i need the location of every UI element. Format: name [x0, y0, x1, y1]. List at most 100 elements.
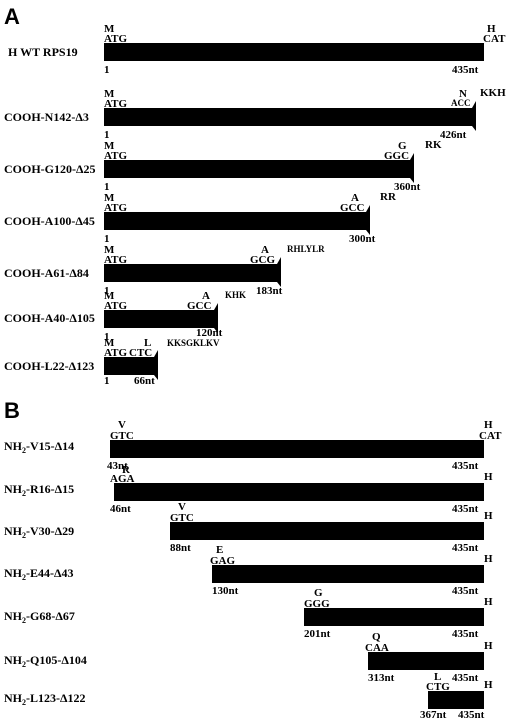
start-codon: GTC: [110, 430, 134, 442]
construct-name: NH2-G68-Δ67: [4, 609, 75, 625]
start-aa: M: [104, 23, 115, 35]
end-aa: A: [202, 290, 210, 302]
start-aa: E: [216, 544, 223, 556]
start-codon: ATG: [104, 347, 127, 359]
start-codon: GTC: [170, 512, 194, 524]
end-position: 435nt: [452, 460, 479, 472]
construct-bar: [104, 357, 154, 375]
start-codon: ATG: [104, 98, 127, 110]
panel-label-a: A: [4, 4, 20, 29]
construct-row-l123: NH2-L123-Δ122 L CTG 367nt H 435nt: [4, 671, 493, 721]
construct-bar: [428, 691, 484, 709]
start-aa: G: [314, 587, 323, 599]
end-codon: ACC: [451, 98, 471, 108]
end-position: 120nt: [196, 327, 223, 339]
start-codon: ATG: [104, 150, 127, 162]
end-aa: G: [398, 140, 407, 152]
end-position: 435nt: [452, 585, 479, 597]
end-aa: N: [459, 88, 467, 100]
construct-name: H WT RPS19: [8, 45, 78, 59]
end-aa: H: [484, 419, 493, 431]
start-aa: M: [104, 244, 115, 256]
start-codon: CAA: [365, 642, 389, 654]
construct-name: NH2-L123-Δ122: [4, 691, 86, 707]
end-position: 300nt: [349, 233, 376, 245]
end-position: 435nt: [458, 709, 485, 721]
end-position: 66nt: [134, 375, 155, 387]
end-position: 360nt: [394, 181, 421, 193]
truncation-marker: [366, 205, 370, 235]
end-position: 435nt: [452, 542, 479, 554]
start-codon: ATG: [104, 300, 127, 312]
start-position: 1: [104, 331, 110, 343]
construct-name: NH2-V15-Δ14: [4, 439, 74, 455]
construct-row-r16: NH2-R16-Δ15 R AGA 46nt H 435nt: [4, 464, 493, 515]
end-aa: H: [484, 553, 493, 565]
start-position: 1: [104, 64, 110, 76]
end-position: 426nt: [440, 129, 467, 141]
start-position: 43nt: [107, 460, 128, 472]
construct-row-q105: NH2-Q105-Δ104 Q CAA 313nt H 435nt: [4, 631, 493, 684]
tail-sequence: RHLYLR: [287, 244, 325, 254]
truncation-marker: [214, 303, 218, 333]
construct-name: COOH-L22-Δ123: [4, 359, 94, 373]
start-aa: R: [122, 464, 131, 476]
start-aa: M: [104, 140, 115, 152]
start-aa: M: [104, 192, 115, 204]
construct-name: COOH-G120-Δ25: [4, 162, 96, 176]
construct-bar: [114, 483, 484, 501]
end-codon: CAT: [479, 430, 502, 442]
construct-row-v30: NH2-V30-Δ29 V GTC 88nt H 435nt: [4, 501, 493, 554]
construct-bar: [368, 652, 484, 670]
truncation-marker: [154, 350, 158, 380]
end-codon: CAT: [483, 33, 506, 45]
start-position: 201nt: [304, 628, 331, 640]
end-aa: H: [487, 23, 496, 35]
end-codon: GGC: [384, 150, 409, 162]
start-codon: ATG: [104, 254, 127, 266]
start-aa: L: [434, 671, 441, 683]
start-codon: ATG: [104, 33, 127, 45]
construct-bar: [104, 310, 214, 328]
start-codon: GAG: [210, 555, 236, 567]
construct-row-l22: COOH-L22-Δ123 M ATG 1 L CTC KKSGKLKV 66n…: [4, 337, 220, 387]
end-aa: H: [484, 679, 493, 691]
construct-name: COOH-A40-Δ105: [4, 311, 95, 325]
construct-bar: [104, 108, 472, 126]
end-position: 435nt: [452, 503, 479, 515]
construct-row-g120: COOH-G120-Δ25 M ATG 1 G GGC RK 360nt: [4, 139, 442, 193]
end-aa: H: [484, 596, 493, 608]
construct-row-a61: COOH-A61-Δ84 M ATG 1 A GCG RHLYLR 183nt: [4, 244, 325, 297]
start-codon: AGA: [110, 473, 135, 485]
start-aa: M: [104, 290, 115, 302]
construct-bar: [104, 160, 410, 178]
end-position: 183nt: [256, 285, 283, 297]
end-position: 435nt: [452, 64, 479, 76]
truncation-marker: [472, 101, 476, 131]
start-position: 1: [104, 129, 110, 141]
end-aa: A: [351, 192, 359, 204]
construct-name: NH2-Q105-Δ104: [4, 653, 87, 669]
end-codon: GCC: [187, 300, 212, 312]
start-position: 313nt: [368, 672, 395, 684]
tail-sequence: KHK: [225, 290, 246, 300]
construct-row-wt: H WT RPS19 M ATG 1 H CAT 435nt: [8, 23, 506, 76]
construct-row-a100: COOH-A100-Δ45 M ATG 1 A GCC RR 300nt: [4, 191, 397, 245]
start-codon: GGG: [304, 598, 330, 610]
start-position: 367nt: [420, 709, 447, 721]
end-aa: H: [484, 510, 493, 522]
end-codon: CTC: [129, 347, 152, 359]
end-codon: GCC: [340, 202, 365, 214]
construct-bar: [104, 264, 277, 282]
end-aa: H: [484, 640, 493, 652]
start-position: 130nt: [212, 585, 239, 597]
start-position: 1: [104, 181, 110, 193]
construct-name: COOH-N142-Δ3: [4, 110, 89, 124]
end-position: 435nt: [452, 628, 479, 640]
start-position: 1: [104, 375, 110, 387]
start-position: 46nt: [110, 503, 131, 515]
start-aa: M: [104, 88, 115, 100]
construct-name: COOH-A100-Δ45: [4, 214, 95, 228]
start-aa: Q: [372, 631, 381, 643]
